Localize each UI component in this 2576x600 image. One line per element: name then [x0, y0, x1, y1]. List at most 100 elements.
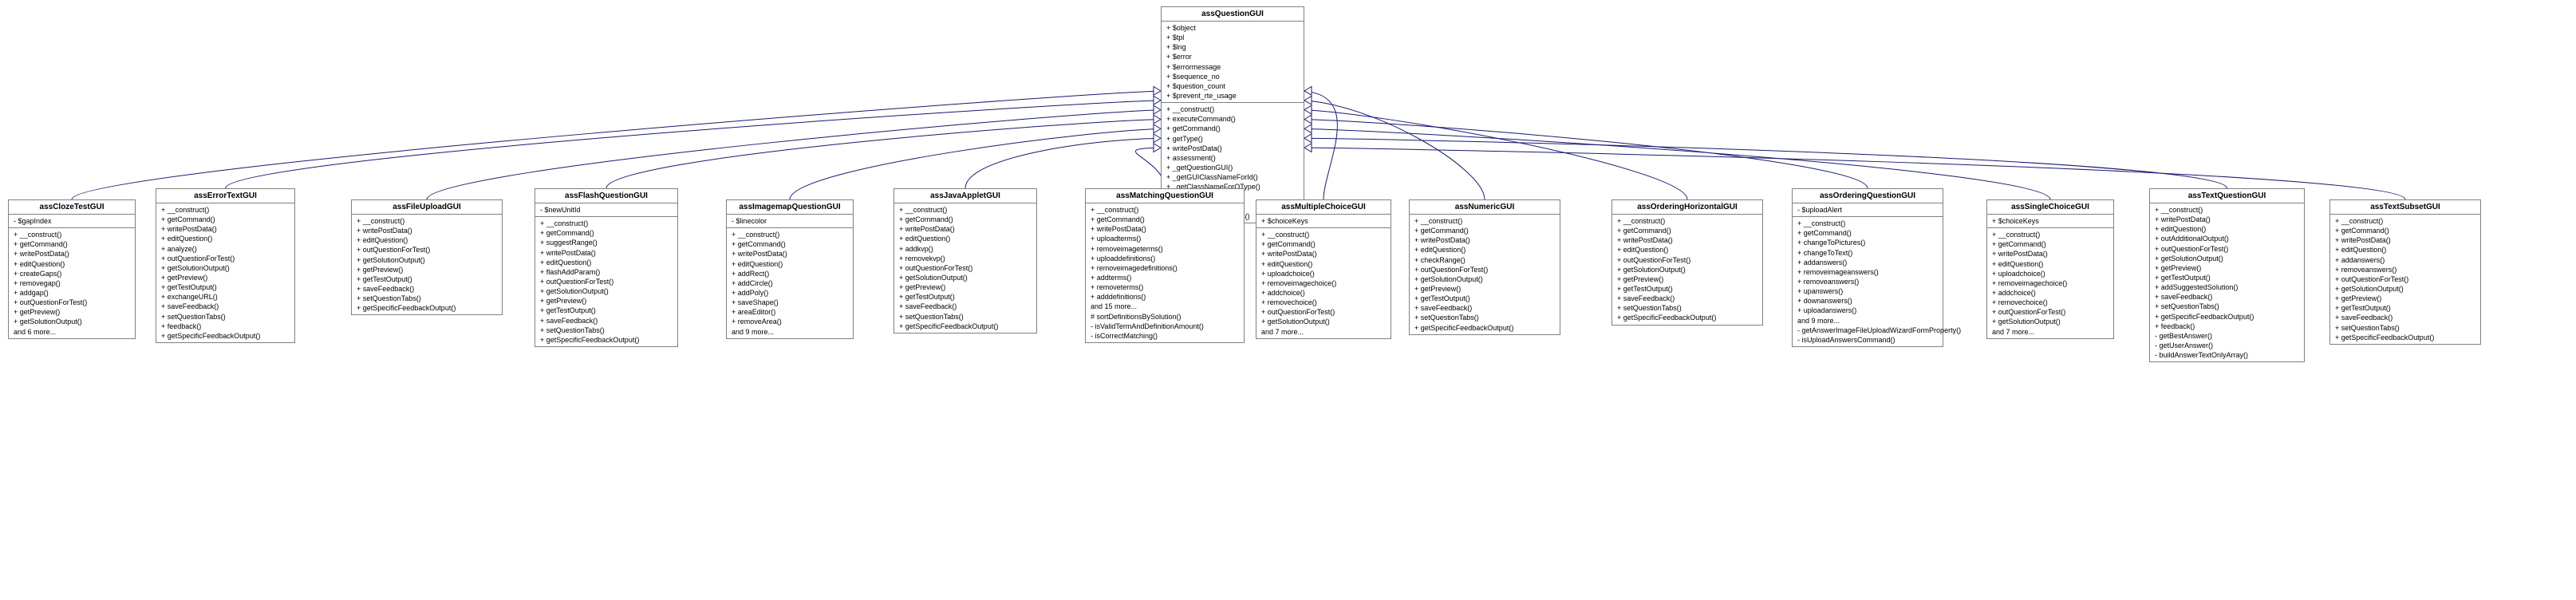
member: + areaEditor(): [732, 307, 848, 317]
member: and 6 more...: [14, 327, 130, 337]
member: + outQuestionForTest(): [899, 263, 1032, 273]
member: + feedback(): [2155, 322, 2299, 331]
member: + getCommand(): [899, 215, 1032, 224]
member: + getType(): [1166, 134, 1299, 144]
member: + saveFeedback(): [2335, 313, 2475, 322]
member: + getTestOutput(): [2335, 303, 2475, 313]
class-section: + __construct()+ getCommand()+ writePost…: [2330, 215, 2480, 344]
class-title: assMultipleChoiceGUI: [1256, 200, 1391, 215]
member: + getSolutionOutput(): [2335, 284, 2475, 294]
member: + getSolutionOutput(): [161, 263, 290, 273]
member: + editQuestion(): [732, 259, 848, 269]
member: + saveFeedback(): [161, 302, 290, 311]
class-assSingleChoiceGUI: assSingleChoiceGUI+ $choiceKeys+ __const…: [1986, 199, 2114, 339]
member: + getTestOutput(): [1617, 284, 1757, 294]
class-section: + $choiceKeys: [1256, 215, 1391, 228]
member: + getSolutionOutput(): [1992, 317, 2109, 326]
class-title: assOrderingHorizontalGUI: [1612, 200, 1762, 215]
class-assTextSubsetGUI: assTextSubsetGUI+ __construct()+ getComm…: [2329, 199, 2481, 345]
member: + getPreview(): [540, 296, 673, 306]
member: + writePostData(): [1414, 235, 1555, 245]
class-section: - $linecolor: [727, 215, 853, 228]
class-assOrderingHorizontalGUI: assOrderingHorizontalGUI+ __construct()+…: [1611, 199, 1763, 326]
member: + saveFeedback(): [357, 284, 497, 294]
member: + getTestOutput(): [540, 306, 673, 315]
member: - buildAnswerTextOnlyArray(): [2155, 350, 2299, 360]
member: + writePostData(): [2155, 215, 2299, 224]
member: + addanswers(): [1797, 258, 1938, 267]
member: + editQuestion(): [1414, 245, 1555, 255]
member: + addchoice(): [1992, 288, 2109, 298]
class-assErrorTextGUI: assErrorTextGUI+ __construct()+ getComma…: [156, 188, 295, 343]
member: - getUserAnswer(): [2155, 341, 2299, 350]
member: + removeimagedefinitions(): [1091, 263, 1239, 273]
member: + editQuestion(): [1261, 259, 1386, 269]
member: + addchoice(): [1261, 288, 1386, 298]
member: - $newUnitId: [540, 205, 673, 215]
member: + writePostData(): [1166, 144, 1299, 153]
class-title: assTextQuestionGUI: [2150, 189, 2304, 203]
member: + __construct(): [2155, 205, 2299, 215]
member: + $tpl: [1166, 33, 1299, 42]
member: + removeterms(): [1091, 282, 1239, 292]
member: - isValidTermAndDefinitionAmount(): [1091, 322, 1239, 331]
member: + getTestOutput(): [2155, 273, 2299, 282]
member: + setQuestionTabs(): [1414, 313, 1555, 322]
member: - getAnswerImageFileUploadWizardFormProp…: [1797, 326, 1938, 335]
member: + getCommand(): [1992, 239, 2109, 249]
member: - $linecolor: [732, 216, 848, 226]
member: + removeanswers(): [1797, 277, 1938, 286]
member: + uploaddefinitions(): [1091, 254, 1239, 263]
member: + __construct(): [732, 230, 848, 239]
member: + getPreview(): [357, 265, 497, 274]
member: + outQuestionForTest(): [357, 245, 497, 255]
class-assFlashQuestionGUI: assFlashQuestionGUI- $newUnitId+ __const…: [535, 188, 678, 347]
member: + getCommand(): [1166, 124, 1299, 133]
class-section: - $gapIndex: [9, 215, 135, 228]
member: + getSolutionOutput(): [899, 273, 1032, 282]
member: + saveFeedback(): [2155, 292, 2299, 302]
class-section: + __construct()+ getCommand()+ suggestRa…: [535, 217, 677, 346]
class-section: + __construct()+ writePostData()+ editQu…: [2150, 203, 2304, 361]
member: + __construct(): [1261, 230, 1386, 239]
member: + upanswers(): [1797, 286, 1938, 296]
member: + setQuestionTabs(): [357, 294, 497, 303]
member: + checkRange(): [1414, 255, 1555, 265]
member: + getSpecificFeedbackOutput(): [899, 322, 1032, 331]
member: + exchangeURL(): [161, 292, 290, 302]
member: + editQuestion(): [899, 234, 1032, 243]
member: + editQuestion(): [1992, 259, 2109, 269]
class-assClozeTestGUI: assClozeTestGUI- $gapIndex+ __construct(…: [8, 199, 136, 339]
member: + downanswers(): [1797, 296, 1938, 306]
member: + __construct(): [357, 216, 497, 226]
member: + __construct(): [540, 219, 673, 228]
member: + _getQuestionGUI(): [1166, 163, 1299, 172]
member: + __construct(): [1166, 105, 1299, 114]
member: - getBestAnswer(): [2155, 331, 2299, 341]
member: + getCommand(): [14, 239, 130, 249]
class-title: assFileUploadGUI: [352, 200, 502, 215]
member: + __construct(): [899, 205, 1032, 215]
member: + __construct(): [2335, 216, 2475, 226]
member: + getPreview(): [14, 307, 130, 317]
member: + __construct(): [1797, 219, 1938, 228]
member: + writePostData(): [1992, 249, 2109, 259]
class-section: + __construct()+ getCommand()+ writePost…: [1256, 228, 1391, 338]
class-section: - $uploadAlert: [1793, 203, 1943, 217]
member: + addanswers(): [2335, 255, 2475, 265]
member: + setQuestionTabs(): [899, 312, 1032, 322]
member: + __construct(): [14, 230, 130, 239]
member: and 9 more...: [1797, 316, 1938, 326]
class-section: + __construct()+ getCommand()+ writePost…: [894, 203, 1036, 333]
member: + editQuestion(): [161, 234, 290, 243]
member: + uploadchoice(): [1261, 269, 1386, 278]
member: + $errormessage: [1166, 62, 1299, 72]
class-assFileUploadGUI: assFileUploadGUI+ __construct()+ writePo…: [351, 199, 503, 315]
member: + writePostData(): [14, 249, 130, 259]
class-title: assErrorTextGUI: [156, 189, 294, 203]
member: + writePostData(): [899, 224, 1032, 234]
member: + removechoice(): [1261, 298, 1386, 307]
member: + outQuestionForTest(): [161, 254, 290, 263]
class-title: assOrderingQuestionGUI: [1793, 189, 1943, 203]
member: + writePostData(): [1261, 249, 1386, 259]
